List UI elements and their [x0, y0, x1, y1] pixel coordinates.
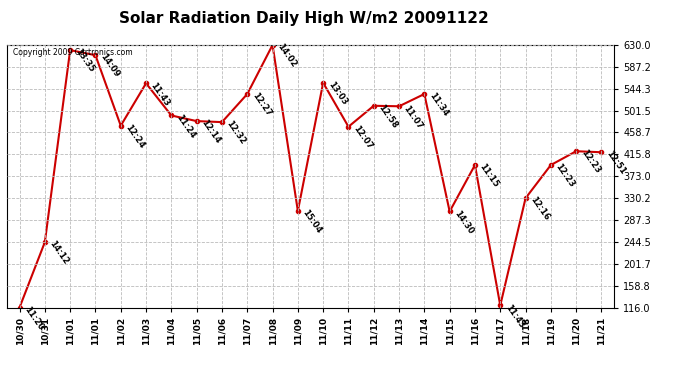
Text: 12:07: 12:07: [351, 124, 374, 151]
Text: Copyright 2009 Cartronics.com: Copyright 2009 Cartronics.com: [13, 48, 132, 57]
Text: 11:24: 11:24: [174, 113, 197, 140]
Text: 14:02: 14:02: [275, 42, 298, 69]
Text: 11:43: 11:43: [503, 303, 526, 330]
Text: Solar Radiation Daily High W/m2 20091122: Solar Radiation Daily High W/m2 20091122: [119, 11, 489, 26]
Text: 13:35: 13:35: [73, 47, 96, 74]
Text: 11:07: 11:07: [402, 104, 424, 130]
Text: 11:20: 11:20: [22, 305, 45, 332]
Text: 13:03: 13:03: [326, 80, 348, 107]
Text: 14:09: 14:09: [98, 53, 121, 80]
Text: 12:51: 12:51: [604, 150, 627, 177]
Text: 14:12: 14:12: [48, 239, 70, 267]
Text: 12:32: 12:32: [225, 119, 248, 146]
Text: 12:23: 12:23: [553, 162, 576, 189]
Text: 12:23: 12:23: [579, 148, 602, 176]
Text: 11:34: 11:34: [427, 91, 450, 118]
Text: 15:04: 15:04: [301, 208, 324, 235]
Text: 12:14: 12:14: [199, 118, 222, 146]
Text: 12:58: 12:58: [377, 103, 400, 130]
Text: 11:43: 11:43: [149, 81, 172, 108]
Text: 11:15: 11:15: [477, 162, 500, 189]
Text: 12:27: 12:27: [250, 91, 273, 118]
Text: 14:30: 14:30: [453, 209, 475, 236]
Text: 12:24: 12:24: [124, 123, 146, 150]
Text: 12:16: 12:16: [529, 195, 551, 223]
